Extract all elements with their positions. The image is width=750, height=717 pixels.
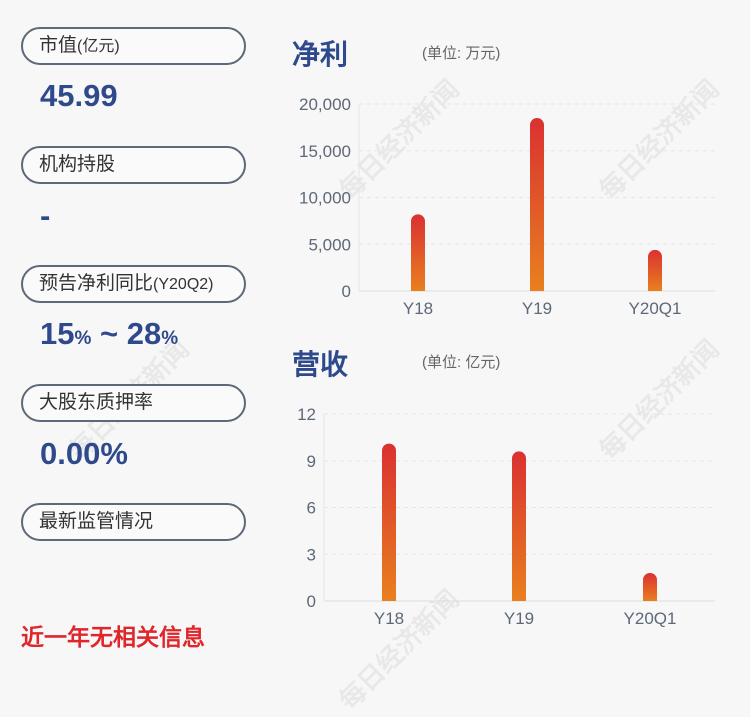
y-tick-label: 10,000: [299, 189, 351, 208]
institutional-pill: 机构持股: [21, 146, 246, 184]
bar-Y18: [382, 443, 396, 601]
profit-title: 净利: [292, 39, 349, 70]
y-tick-label: 6: [307, 499, 316, 518]
y-tick-label: 3: [307, 545, 316, 564]
x-tick-label: Y19: [504, 609, 534, 628]
bar-Y20Q1: [643, 572, 657, 601]
institutional-label: 机构持股: [39, 154, 116, 175]
pledge-value: 0.00%: [40, 436, 128, 471]
charts: 0 5,000 10,000 15,000 20,000 Y18 Y19 Y20Q1 0 3 6 9 1…: [297, 95, 715, 628]
x-tick-label: Y20Q1: [629, 299, 682, 318]
revenue-unit: (单位: 亿元): [422, 354, 501, 371]
pledge-label: 大股东质押率: [39, 392, 154, 413]
bar-Y18: [411, 214, 425, 291]
market-cap-pill: 市值(亿元): [21, 27, 246, 65]
forecast-period: (Y20Q2): [153, 276, 214, 293]
y-tick-label: 9: [307, 452, 316, 471]
x-tick-label: Y18: [403, 299, 433, 318]
forecast-value: 15% ~ 28%: [40, 316, 179, 351]
x-tick-label: Y20Q1: [624, 609, 677, 628]
regulation-label: 最新监管情况: [39, 511, 154, 532]
bar-Y19: [530, 118, 544, 291]
forecast-label: 预告净利同比: [39, 273, 154, 294]
market-cap-unit: (亿元): [77, 38, 120, 55]
x-tick-label: Y19: [522, 299, 552, 318]
y-tick-label: 12: [297, 405, 316, 424]
y-tick-label: 0: [342, 282, 351, 301]
bar-Y20Q1: [648, 249, 662, 291]
regulation-pill[interactable]: 最新监管情况: [21, 503, 246, 541]
y-tick-label: 20,000: [299, 95, 351, 114]
market-cap-value: 45.99: [40, 78, 118, 113]
forecast-pill: 预告净利同比(Y20Q2): [21, 265, 246, 303]
institutional-value: -: [40, 198, 51, 233]
y-tick-label: 5,000: [308, 235, 351, 254]
y-tick-label: 15,000: [299, 142, 351, 161]
x-tick-label: Y18: [374, 609, 404, 628]
market-cap-label: 市值: [39, 35, 78, 56]
bar-Y19: [512, 451, 526, 601]
no-info-text: 近一年无相关信息: [21, 624, 205, 650]
profit-unit: (单位: 万元): [422, 45, 501, 62]
pledge-pill: 大股东质押率: [21, 384, 246, 422]
revenue-title: 营收: [292, 349, 349, 380]
y-tick-label: 0: [307, 592, 316, 611]
